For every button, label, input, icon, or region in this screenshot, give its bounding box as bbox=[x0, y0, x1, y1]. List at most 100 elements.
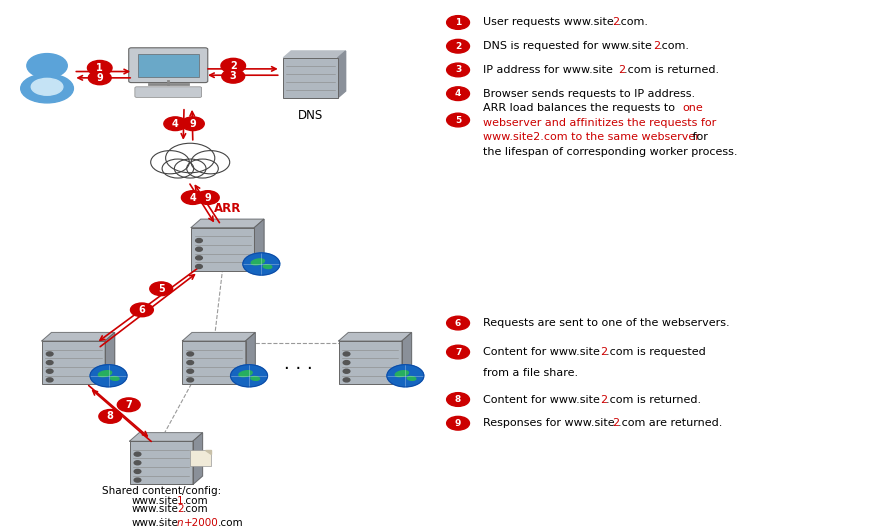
FancyBboxPatch shape bbox=[41, 341, 105, 384]
FancyBboxPatch shape bbox=[284, 58, 337, 98]
Text: Requests are sent to one of the webservers.: Requests are sent to one of the webserve… bbox=[483, 318, 729, 328]
Text: 4: 4 bbox=[189, 193, 196, 202]
Circle shape bbox=[447, 392, 470, 406]
Polygon shape bbox=[337, 51, 345, 98]
Text: IP address for www.site: IP address for www.site bbox=[483, 65, 612, 75]
Polygon shape bbox=[191, 219, 264, 228]
Circle shape bbox=[164, 117, 187, 131]
Circle shape bbox=[447, 63, 470, 77]
Circle shape bbox=[187, 378, 194, 382]
Ellipse shape bbox=[239, 371, 252, 376]
Circle shape bbox=[447, 416, 470, 430]
Text: Browser sends requests to IP address.: Browser sends requests to IP address. bbox=[483, 89, 695, 99]
Text: 2: 2 bbox=[654, 41, 661, 51]
Text: 2: 2 bbox=[612, 18, 619, 28]
Text: webserver and affinitizes the requests for: webserver and affinitizes the requests f… bbox=[483, 118, 716, 127]
Ellipse shape bbox=[263, 265, 272, 269]
Circle shape bbox=[344, 352, 350, 356]
Polygon shape bbox=[182, 332, 255, 341]
Circle shape bbox=[231, 365, 268, 387]
Circle shape bbox=[90, 365, 127, 387]
FancyBboxPatch shape bbox=[129, 48, 208, 83]
Text: User requests www.site: User requests www.site bbox=[483, 18, 613, 28]
Circle shape bbox=[181, 117, 204, 131]
Text: DNS is requested for www.site: DNS is requested for www.site bbox=[483, 41, 652, 51]
Text: from a file share.: from a file share. bbox=[483, 368, 578, 378]
Circle shape bbox=[134, 461, 141, 465]
Text: Content for www.site: Content for www.site bbox=[483, 395, 600, 405]
Text: 5: 5 bbox=[455, 116, 461, 125]
Text: Shared content/config:: Shared content/config: bbox=[101, 486, 221, 496]
Circle shape bbox=[187, 159, 218, 178]
Text: .com.: .com. bbox=[659, 41, 690, 51]
Circle shape bbox=[187, 369, 194, 373]
Ellipse shape bbox=[407, 376, 416, 380]
Polygon shape bbox=[246, 332, 255, 384]
Circle shape bbox=[47, 369, 53, 373]
Ellipse shape bbox=[251, 259, 264, 265]
Text: .com is returned.: .com is returned. bbox=[606, 395, 701, 405]
Ellipse shape bbox=[396, 371, 409, 376]
Circle shape bbox=[151, 151, 189, 174]
FancyBboxPatch shape bbox=[130, 441, 193, 484]
Circle shape bbox=[447, 113, 470, 127]
Polygon shape bbox=[284, 51, 345, 58]
Circle shape bbox=[447, 316, 470, 330]
Text: 2: 2 bbox=[230, 61, 237, 71]
Circle shape bbox=[150, 282, 173, 296]
Text: www.site: www.site bbox=[131, 504, 178, 513]
FancyBboxPatch shape bbox=[182, 341, 246, 384]
Circle shape bbox=[447, 39, 470, 53]
Text: .com.: .com. bbox=[618, 18, 649, 28]
Polygon shape bbox=[205, 450, 211, 454]
Text: .com: .com bbox=[183, 504, 209, 513]
Text: Responses for www.site: Responses for www.site bbox=[483, 418, 614, 428]
Polygon shape bbox=[193, 433, 203, 484]
Circle shape bbox=[187, 352, 194, 356]
Text: the lifespan of corresponding worker process.: the lifespan of corresponding worker pro… bbox=[483, 147, 737, 157]
Circle shape bbox=[447, 87, 470, 100]
Text: 1: 1 bbox=[455, 18, 461, 27]
Text: DNS: DNS bbox=[298, 109, 323, 123]
Circle shape bbox=[187, 361, 194, 365]
Text: .com is returned.: .com is returned. bbox=[624, 65, 719, 75]
Circle shape bbox=[47, 378, 53, 382]
Text: 4: 4 bbox=[172, 119, 179, 129]
Circle shape bbox=[196, 238, 203, 243]
Text: www.site: www.site bbox=[131, 518, 178, 528]
Text: 6: 6 bbox=[138, 305, 145, 315]
Circle shape bbox=[26, 54, 67, 78]
Circle shape bbox=[162, 159, 194, 178]
Text: 8: 8 bbox=[107, 412, 114, 422]
Ellipse shape bbox=[99, 371, 112, 376]
Circle shape bbox=[47, 361, 53, 365]
FancyBboxPatch shape bbox=[338, 341, 402, 384]
Circle shape bbox=[181, 191, 204, 204]
Text: 2: 2 bbox=[612, 418, 619, 428]
Text: 4: 4 bbox=[455, 89, 462, 98]
Text: 2: 2 bbox=[618, 65, 626, 75]
Text: 3: 3 bbox=[230, 71, 237, 81]
Text: +2000: +2000 bbox=[184, 518, 218, 528]
Circle shape bbox=[344, 369, 350, 373]
Circle shape bbox=[47, 352, 53, 356]
Ellipse shape bbox=[21, 74, 73, 103]
Text: 9: 9 bbox=[455, 419, 462, 428]
Polygon shape bbox=[402, 332, 411, 384]
Text: 2: 2 bbox=[600, 395, 608, 405]
Text: .com are returned.: .com are returned. bbox=[618, 418, 722, 428]
Circle shape bbox=[87, 61, 112, 75]
Text: 9: 9 bbox=[204, 193, 211, 202]
Circle shape bbox=[134, 478, 141, 482]
Text: ARR: ARR bbox=[214, 202, 241, 215]
Circle shape bbox=[196, 256, 203, 260]
Text: 7: 7 bbox=[455, 348, 462, 356]
Text: ARR load balances the requests to: ARR load balances the requests to bbox=[483, 104, 678, 114]
Text: 5: 5 bbox=[158, 284, 165, 294]
FancyBboxPatch shape bbox=[137, 54, 199, 78]
Polygon shape bbox=[130, 433, 203, 441]
Circle shape bbox=[134, 452, 141, 456]
Circle shape bbox=[174, 159, 206, 178]
Circle shape bbox=[196, 264, 203, 269]
Circle shape bbox=[99, 409, 122, 423]
